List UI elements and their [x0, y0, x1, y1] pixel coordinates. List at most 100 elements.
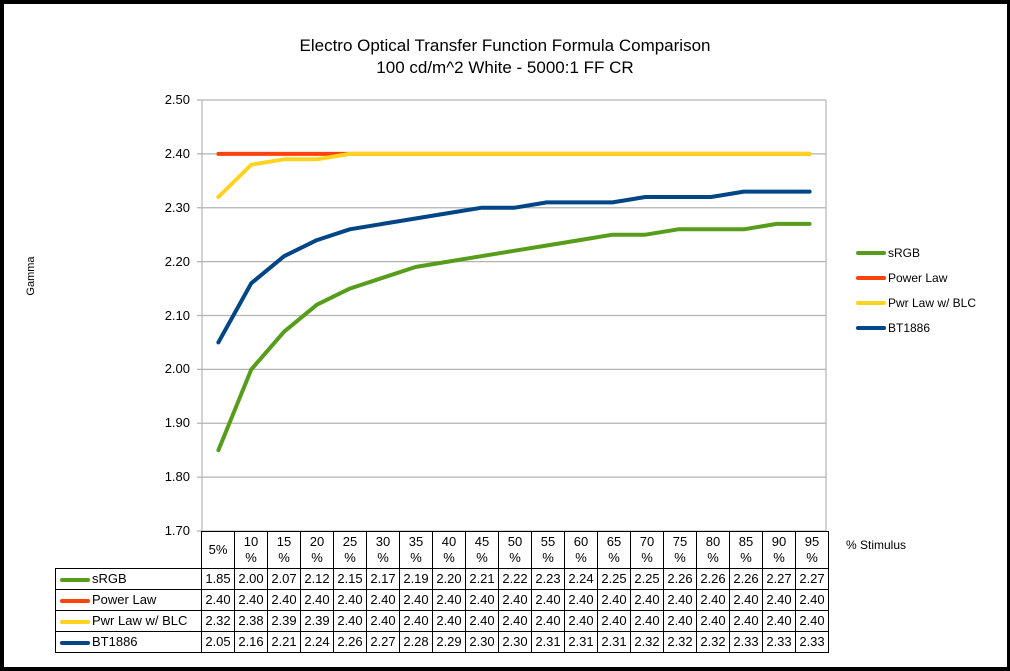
table-cell: 2.28	[399, 631, 433, 653]
table-cell: 2.40	[597, 610, 631, 632]
y-tick-label: 2.10	[164, 307, 190, 323]
table-cell: 2.40	[333, 589, 367, 611]
table-column-header: 80%	[696, 531, 730, 569]
table-cell: 2.40	[432, 610, 466, 632]
y-tick-label: 2.40	[164, 145, 190, 161]
table-cell: 2.16	[234, 631, 268, 653]
table-cell: 2.33	[729, 631, 763, 653]
table-cell: 2.25	[630, 568, 664, 590]
table-cell: 2.40	[333, 610, 367, 632]
table-cell: 2.00	[234, 568, 268, 590]
chart-subtitle: 100 cd/m^2 White - 5000:1 FF CR	[376, 58, 634, 77]
legend-item: Pwr Law w/ BLC	[856, 290, 976, 315]
table-cell: 2.22	[498, 568, 532, 590]
table-cell: 2.40	[795, 589, 829, 611]
table-column-header: 35%	[399, 531, 433, 569]
table-column-header: 75%	[663, 531, 697, 569]
data-table: 5% 10% 15% 20% 25% 30% 35% 40% 45% 50% 55% 60% 65% 70…	[55, 531, 829, 653]
chart-title: Electro Optical Transfer Function Formul…	[299, 36, 711, 55]
table-cell: 2.21	[267, 631, 301, 653]
table-column-header: 20%	[300, 531, 334, 569]
table-cell: 2.31	[531, 631, 565, 653]
legend-label: BT1886	[888, 320, 931, 335]
y-tick-label: 2.20	[164, 253, 190, 269]
table-cell: 2.40	[564, 610, 598, 632]
table-cell: 2.32	[201, 610, 235, 632]
series-line-pwr-law-w-blc	[216, 151, 812, 199]
table-cell: 2.31	[564, 631, 598, 653]
table-cell: 2.26	[729, 568, 763, 590]
table-column-header: 10%	[234, 531, 268, 569]
table-row: Power Law 2.40 2.40 2.40 2.40 2.40 2.40 2.40 2.4…	[55, 589, 829, 611]
table-cell: 2.40	[795, 610, 829, 632]
table-column-header: 40%	[432, 531, 466, 569]
table-column-header: 50%	[498, 531, 532, 569]
series-swatch-icon	[60, 577, 90, 582]
table-column-header: 95%	[795, 531, 829, 569]
table-row: BT1886 2.05 2.16 2.21 2.24 2.26 2.27 2.28 2.29 2.…	[55, 631, 829, 653]
table-cell: 2.40	[366, 589, 400, 611]
table-cell: 2.40	[630, 589, 664, 611]
table-column-header: 90%	[762, 531, 796, 569]
table-cell: 2.40	[729, 610, 763, 632]
table-cell: 2.40	[729, 589, 763, 611]
table-cell: 2.40	[366, 610, 400, 632]
table-cell: 2.27	[762, 568, 796, 590]
table-column-header: 5%	[201, 531, 235, 569]
table-column-header: 55%	[531, 531, 565, 569]
table-cell: 2.25	[597, 568, 631, 590]
series-line-srgb	[216, 221, 812, 453]
table-column-header: 65%	[597, 531, 631, 569]
table-cell: 2.32	[663, 631, 697, 653]
table-cell: 1.85	[201, 568, 235, 590]
table-cell: 2.32	[696, 631, 730, 653]
table-cell: 2.32	[630, 631, 664, 653]
legend-swatch-icon	[856, 275, 886, 280]
legend-label: Pwr Law w/ BLC	[888, 295, 977, 310]
table-cell: 2.26	[333, 631, 367, 653]
table-column-header: 85%	[729, 531, 763, 569]
table-cell: 2.40	[399, 589, 433, 611]
table-cell: 2.40	[234, 589, 268, 611]
table-cell: 2.40	[663, 610, 697, 632]
table-cell: 2.27	[366, 631, 400, 653]
table-cell: 2.40	[564, 589, 598, 611]
table-column-header: 30%	[366, 531, 400, 569]
table-cell: 2.33	[795, 631, 829, 653]
x-axis-label: % Stimulus	[846, 538, 907, 552]
table-cell: 2.38	[234, 610, 268, 632]
table-cell: 2.40	[432, 589, 466, 611]
series-name: sRGB	[92, 571, 127, 586]
legend-swatch-icon	[856, 300, 886, 305]
table-cell: 2.24	[300, 631, 334, 653]
table-cell: 2.40	[630, 610, 664, 632]
table-cell: 2.30	[465, 631, 499, 653]
table-cell: 2.40	[696, 589, 730, 611]
y-tick-label: 2.50	[164, 92, 190, 107]
table-cell: 2.40	[762, 589, 796, 611]
table-cell: 2.07	[267, 568, 301, 590]
table-cell: 2.30	[498, 631, 532, 653]
legend-label: Power Law	[888, 270, 948, 285]
legend-swatch-icon	[856, 325, 886, 330]
y-tick-label: 1.90	[164, 415, 190, 431]
table-cell: 2.12	[300, 568, 334, 590]
table-cell: 2.40	[663, 589, 697, 611]
legend-label: sRGB	[888, 245, 921, 260]
table-column-header: 70%	[630, 531, 664, 569]
series-name: Power Law	[92, 592, 157, 607]
table-cell: 2.40	[465, 610, 499, 632]
legend-item: BT1886	[856, 315, 976, 340]
series-name: BT1886	[92, 634, 138, 649]
table-cell: 2.40	[399, 610, 433, 632]
table-cell: 2.39	[267, 610, 301, 632]
table-cell: 2.40	[597, 589, 631, 611]
y-tick-label: 1.80	[164, 469, 190, 485]
table-cell: 2.40	[498, 589, 532, 611]
series-line-bt1886	[216, 189, 812, 345]
table-cell: 2.40	[531, 589, 565, 611]
legend-item: Power Law	[856, 265, 976, 290]
legend-swatch-icon	[856, 250, 886, 255]
legend-item: sRGB	[856, 240, 976, 265]
table-cell: 2.26	[663, 568, 697, 590]
